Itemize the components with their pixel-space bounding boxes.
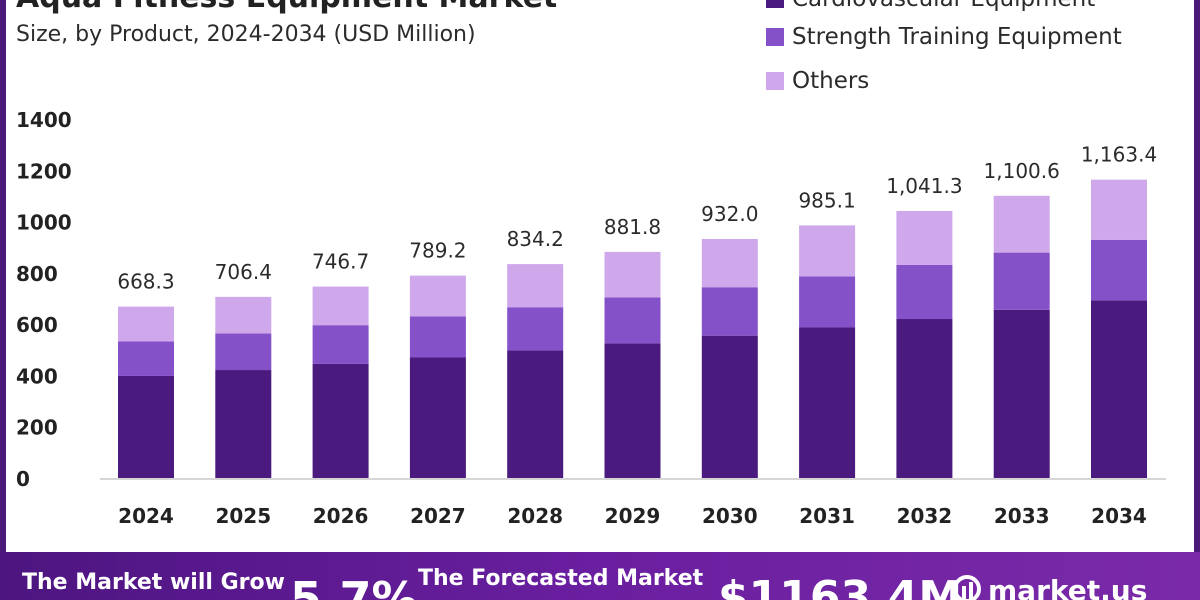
- x-tick-label-2030: 2030: [702, 504, 758, 528]
- x-tick-label-2029: 2029: [605, 504, 661, 528]
- bar-segment-2029-series-0: [604, 343, 661, 478]
- footer-forecast-text: The Forecasted Market: [418, 566, 704, 591]
- total-label-2030: 932.0: [701, 202, 758, 226]
- bar-segment-2033-series-2: [993, 195, 1050, 253]
- legend-label-others: Others: [792, 68, 870, 94]
- bar-segment-2028-series-0: [507, 350, 564, 478]
- bar-segment-2025-series-1: [215, 333, 272, 371]
- total-label-2027: 789.2: [409, 239, 466, 263]
- footer-brand: market.us: [988, 574, 1148, 600]
- bar-segment-2024-series-0: [118, 375, 174, 478]
- y-tick-label-1000: 1000: [16, 211, 72, 235]
- frame-left-border: [0, 0, 6, 552]
- frame-right-border: [1194, 0, 1200, 552]
- legend-swatch-strength: [766, 28, 784, 46]
- total-label-2025: 706.4: [215, 260, 272, 284]
- bar-segment-2024-series-1: [118, 341, 174, 376]
- bar-segment-2026-series-1: [312, 325, 369, 364]
- footer-forecast-value: $1163.4M: [718, 572, 963, 600]
- bar-segment-2028-series-1: [507, 307, 564, 351]
- bar-segment-2024-series-2: [118, 306, 174, 342]
- legend-item-others: Others: [766, 66, 869, 96]
- legend-swatch-cardiovascular: [766, 0, 784, 8]
- bar-segment-2031-series-2: [799, 225, 856, 277]
- bar-segment-2026-series-2: [312, 286, 369, 326]
- bar-segment-2031-series-0: [799, 327, 856, 478]
- x-tick-label-2028: 2028: [507, 504, 563, 528]
- bar-segment-2030-series-1: [701, 287, 758, 336]
- footer-cagr-value: 5.7%: [290, 572, 418, 600]
- bar-segment-2027-series-2: [409, 275, 466, 317]
- bar-segment-2031-series-1: [799, 276, 856, 328]
- bar-segment-2034-series-0: [1091, 300, 1147, 478]
- bar-segment-2030-series-2: [701, 239, 758, 288]
- bar-segment-2025-series-2: [215, 296, 272, 334]
- bar-segment-2034-series-1: [1091, 239, 1147, 301]
- y-tick-label-0: 0: [16, 467, 30, 491]
- y-tick-label-1400: 1400: [16, 108, 72, 132]
- total-label-2032: 1,041.3: [886, 174, 962, 198]
- total-label-2028: 834.2: [507, 227, 564, 251]
- legend-label-cardiovascular: Cardiovascular Equipment: [792, 0, 1095, 12]
- total-label-2029: 881.8: [604, 215, 661, 239]
- total-label-2031: 985.1: [798, 188, 855, 212]
- bar-segment-2029-series-2: [604, 251, 661, 298]
- x-tick-label-2034: 2034: [1091, 504, 1147, 528]
- total-label-2024: 668.3: [117, 270, 174, 294]
- bar-segment-2033-series-0: [993, 309, 1050, 478]
- total-label-2026: 746.7: [312, 250, 369, 274]
- x-tick-label-2025: 2025: [215, 504, 271, 528]
- bar-segment-2032-series-0: [896, 319, 953, 478]
- y-tick-label-800: 800: [16, 262, 58, 286]
- x-tick-label-2032: 2032: [897, 504, 953, 528]
- bar-segment-2025-series-0: [215, 370, 272, 478]
- market-us-logo-icon: [953, 575, 981, 600]
- y-tick-label-400: 400: [16, 364, 58, 388]
- bar-segment-2032-series-2: [896, 210, 953, 265]
- bar-segment-2034-series-2: [1091, 179, 1147, 240]
- x-tick-label-2033: 2033: [994, 504, 1050, 528]
- bar-segment-2026-series-0: [312, 363, 369, 478]
- footer-grow-text: The Market will Grow: [22, 570, 285, 595]
- bar-segment-2032-series-1: [896, 264, 953, 320]
- x-tick-label-2026: 2026: [313, 504, 369, 528]
- bar-segment-2028-series-2: [507, 264, 564, 308]
- bar-segment-2033-series-1: [993, 252, 1050, 310]
- bar-segment-2029-series-1: [604, 297, 661, 344]
- x-tick-label-2031: 2031: [799, 504, 855, 528]
- total-label-2033: 1,100.6: [984, 159, 1060, 183]
- bar-segment-2027-series-0: [409, 357, 466, 478]
- chart-subtitle: Size, by Product, 2024-2034 (USD Million…: [16, 22, 476, 47]
- chart-title: Aqua Fitness Equipment Market: [16, 0, 557, 15]
- legend-swatch-others: [766, 72, 784, 90]
- stacked-bar-chart: 0 200 400 600 800 1000 1200 1400 668.3 2024 706.4 2…: [16, 108, 1166, 528]
- x-tick-label-2024: 2024: [118, 504, 174, 528]
- footer-banner: The Market will Grow 5.7% The Forecasted…: [0, 552, 1200, 600]
- y-tick-label-200: 200: [16, 416, 58, 440]
- legend-label-strength: Strength Training Equipment: [792, 24, 1122, 50]
- bar-segment-2027-series-1: [409, 316, 466, 358]
- x-tick-label-2027: 2027: [410, 504, 466, 528]
- legend-item-strength: Strength Training Equipment: [766, 22, 1122, 52]
- bar-segment-2030-series-0: [701, 335, 758, 478]
- total-label-2034: 1,163.4: [1081, 143, 1157, 167]
- legend-item-cardiovascular: Cardiovascular Equipment: [766, 0, 1095, 14]
- y-tick-label-600: 600: [16, 313, 58, 337]
- y-tick-label-1200: 1200: [16, 159, 72, 183]
